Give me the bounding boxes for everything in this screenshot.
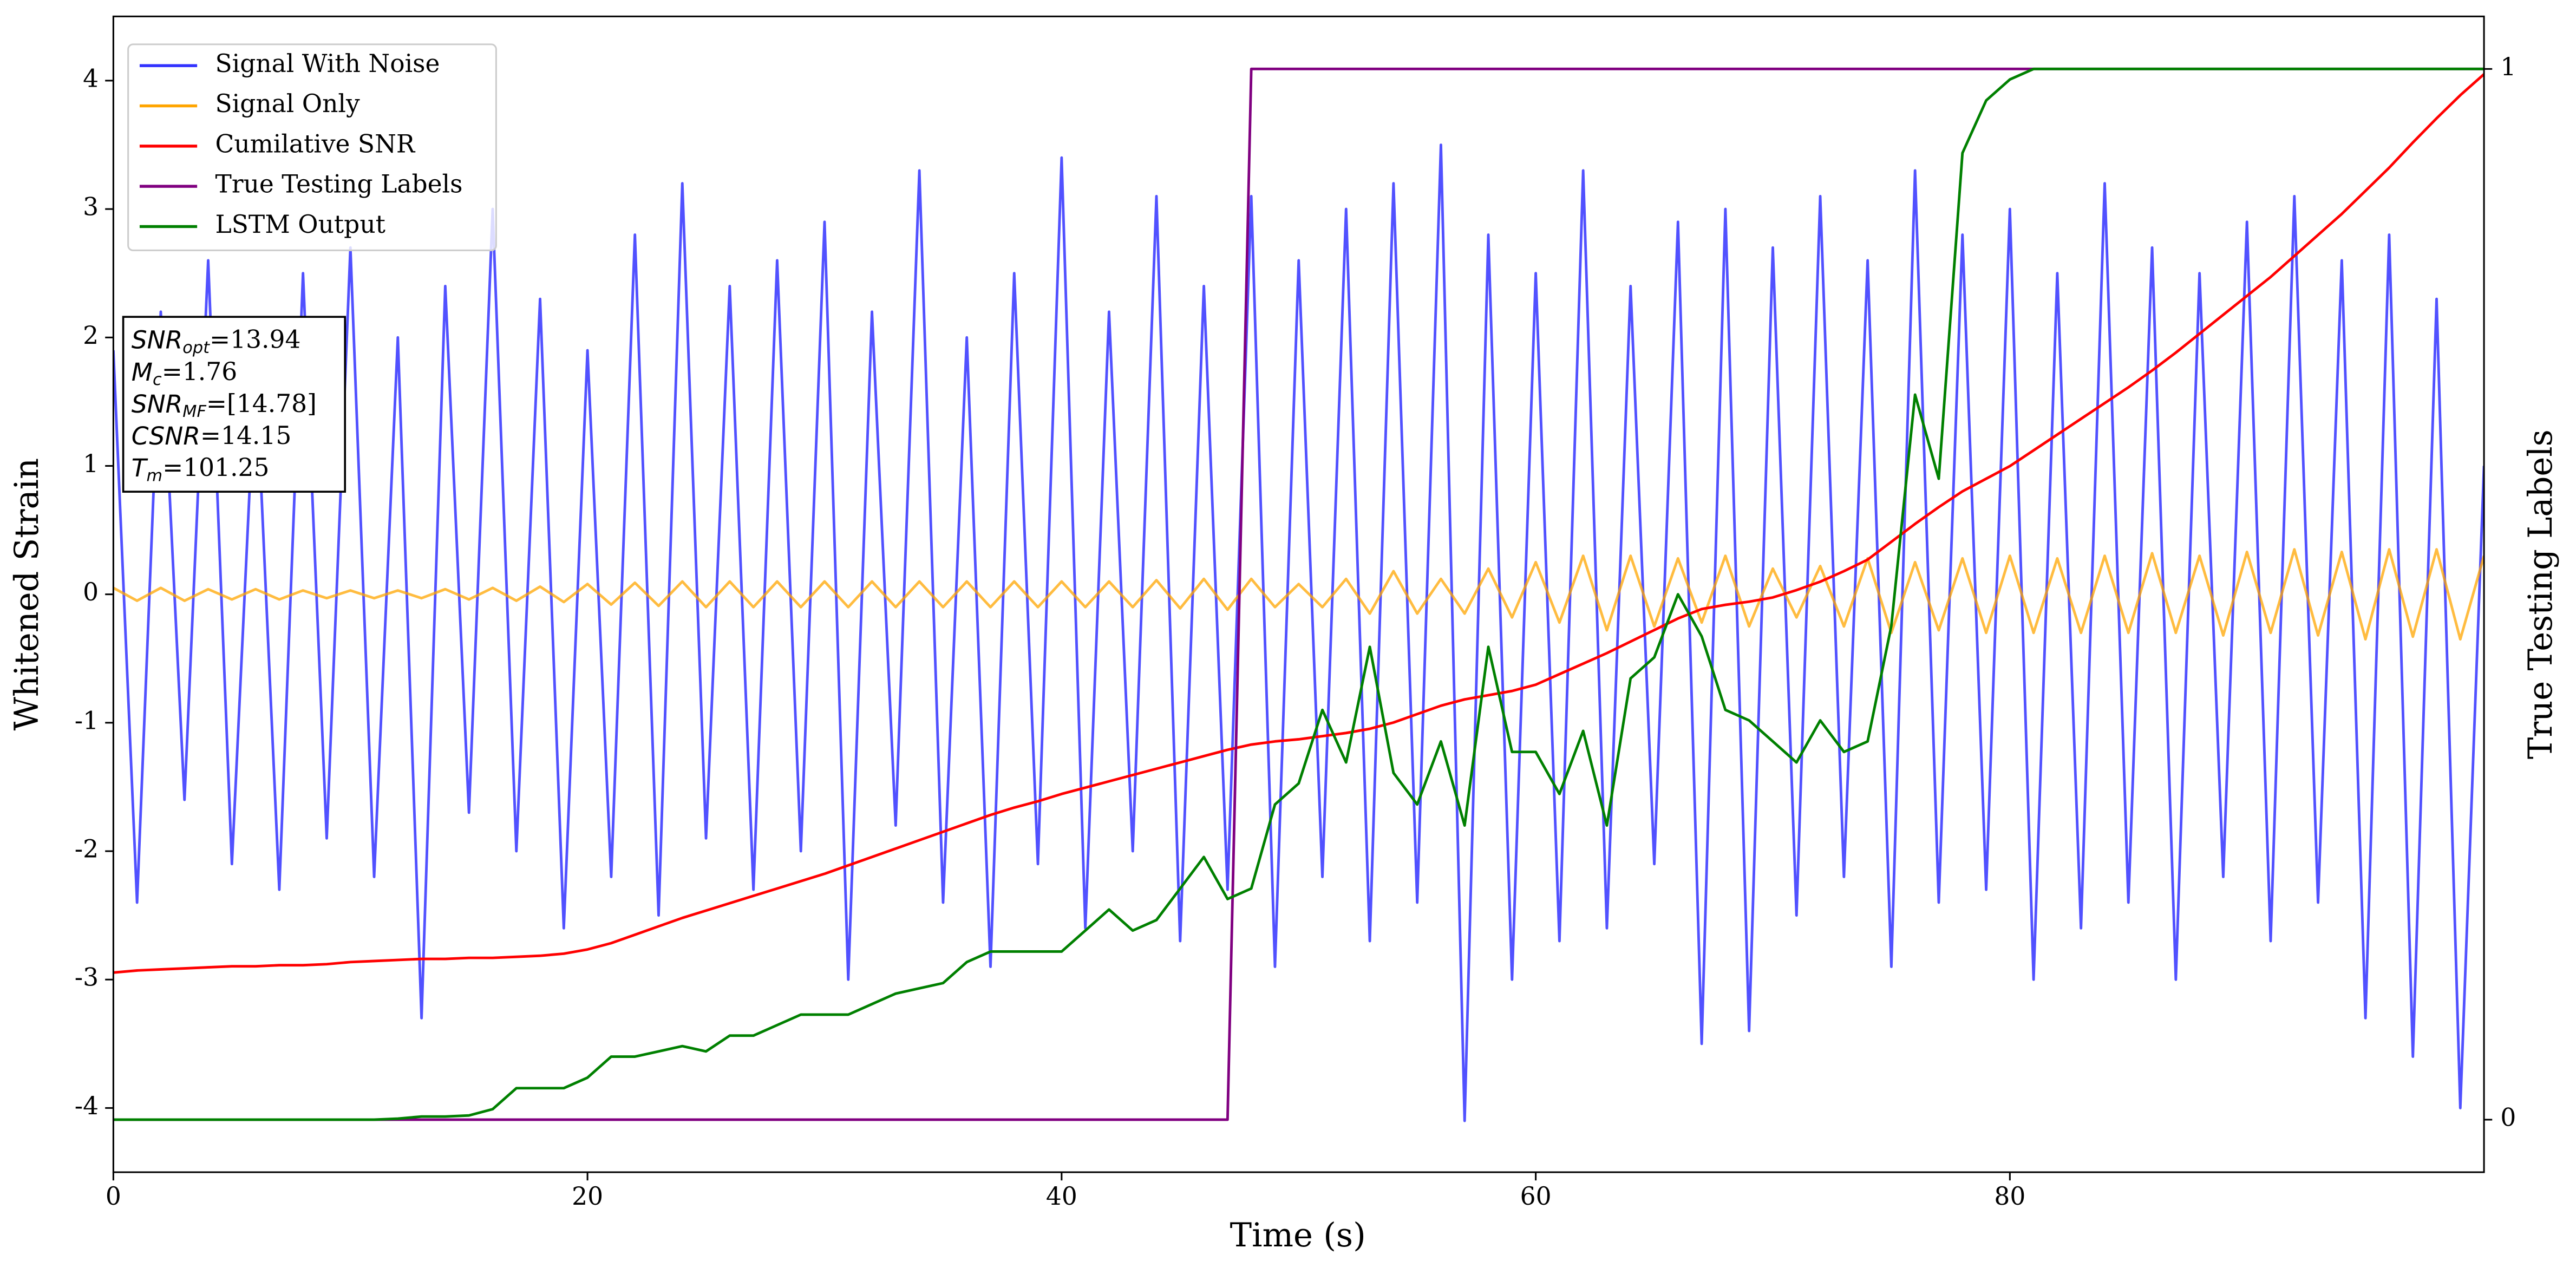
annotation-text: Mc=1.76 xyxy=(132,357,237,389)
legend-box xyxy=(127,43,497,251)
annotation-box xyxy=(122,316,346,493)
annotation-value: =13.94 xyxy=(210,325,300,354)
x-tick-label: 40 xyxy=(1046,1182,1077,1211)
y-tick-label: -3 xyxy=(75,963,99,992)
annotation-symbol: CSNR xyxy=(132,422,200,450)
annotation-symbol: T xyxy=(132,454,148,482)
y-tick-label: -2 xyxy=(75,835,99,864)
y2-axis-label: True Testing Labels xyxy=(2522,429,2560,759)
annotation-subscript: c xyxy=(153,370,162,389)
annotation-symbol: M xyxy=(132,357,153,386)
annotation-text: SNRopt=13.94 xyxy=(132,325,301,357)
legend-label: Cumilative SNR xyxy=(215,129,416,158)
plot-area xyxy=(113,67,2485,1122)
annotation-symbol: SNR xyxy=(132,325,183,354)
annotation-value: =1.76 xyxy=(162,357,237,386)
legend-label: Signal With Noise xyxy=(215,49,440,78)
annotation-value: =101.25 xyxy=(162,453,269,482)
x-tick-label: 0 xyxy=(106,1182,121,1211)
y-tick-label: 0 xyxy=(83,578,99,606)
y-axis-label: Whitened Strain xyxy=(8,458,46,731)
y-tick-label: 1 xyxy=(83,449,99,478)
x-tick-label: 60 xyxy=(1520,1182,1552,1211)
y2-tick-label: 0 xyxy=(2500,1103,2516,1132)
annotation-subscript: m xyxy=(147,466,163,485)
x-tick-label: 80 xyxy=(1994,1182,2025,1211)
y-tick-label: -4 xyxy=(75,1092,99,1120)
series-line xyxy=(113,67,2485,1121)
annotation-text: Tm=101.25 xyxy=(132,453,270,485)
annotation-subscript: opt xyxy=(182,338,210,357)
series-line xyxy=(113,143,2485,1122)
x-tick-label: 20 xyxy=(572,1182,603,1211)
legend-label: True Testing Labels xyxy=(215,170,463,199)
y-tick-label: -1 xyxy=(75,706,99,735)
annotation-text: SNRMF=[14.78] xyxy=(132,389,317,421)
annotation-subscript: MF xyxy=(182,402,206,421)
series-line xyxy=(113,73,2485,974)
series-line xyxy=(113,548,2485,641)
legend-label: LSTM Output xyxy=(215,210,385,239)
annotation-value: =[14.78] xyxy=(206,389,317,417)
y-tick-label: 2 xyxy=(83,321,99,350)
x-axis-label: Time (s) xyxy=(1230,1217,1366,1255)
annotation-symbol: SNR xyxy=(132,389,183,418)
annotation-value: =14.15 xyxy=(200,421,291,450)
y2-tick-label: 1 xyxy=(2500,53,2516,81)
y-tick-label: 4 xyxy=(83,64,99,93)
legend-label: Signal Only xyxy=(215,89,360,118)
y-tick-label: 3 xyxy=(83,193,99,221)
annotation-text: CSNR=14.15 xyxy=(132,421,292,450)
